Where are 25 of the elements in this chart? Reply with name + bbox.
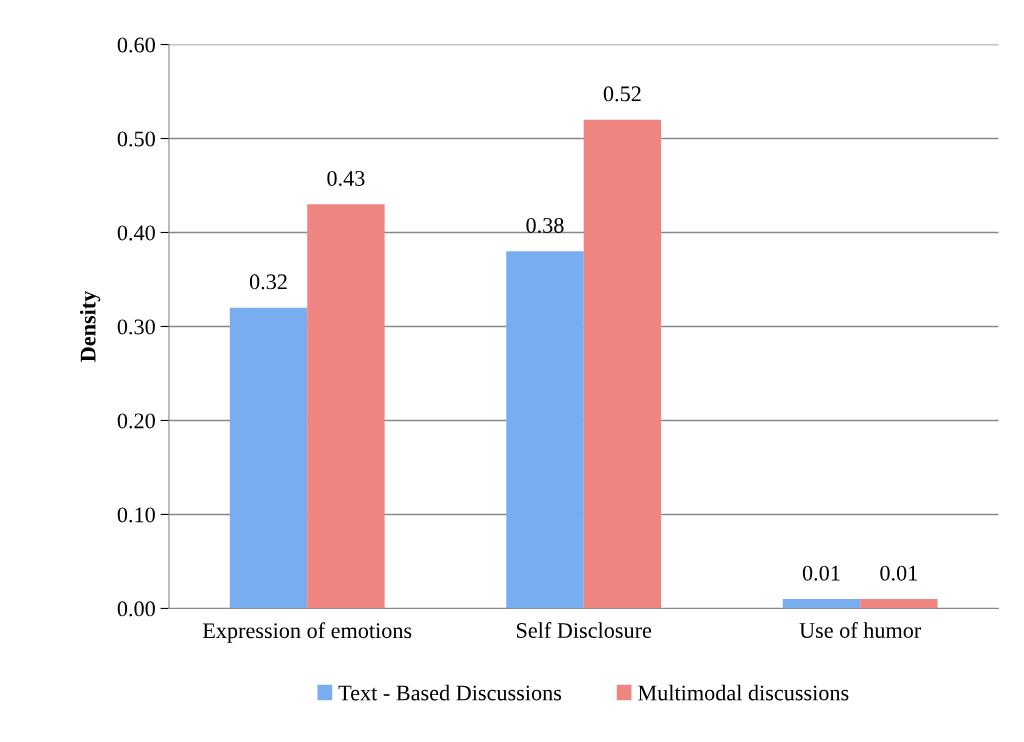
- y-tick-label: 0.10: [117, 507, 155, 523]
- legend-label: Multimodal discussions: [638, 684, 849, 701]
- data-label: 0.32: [249, 274, 287, 290]
- bar: [782, 599, 861, 609]
- x-tick-label: Use of humor: [799, 622, 922, 638]
- x-tick-label: Expression of emotions: [202, 622, 412, 643]
- data-label: 0.38: [526, 217, 564, 233]
- legend-label: Text - Based Discussions: [338, 684, 562, 701]
- y-axis-title: Density: [79, 290, 101, 362]
- bar: [307, 204, 385, 609]
- bar: [506, 251, 584, 609]
- y-tick-label: 0.20: [117, 413, 155, 429]
- y-tick-label: 0.50: [117, 131, 155, 147]
- data-label: 0.01: [802, 565, 840, 581]
- bar: [583, 119, 662, 609]
- y-tick-label: 0.00: [117, 601, 155, 617]
- y-tick-label: 0.60: [117, 37, 155, 53]
- y-tick-label: 0.40: [117, 225, 155, 241]
- y-tick-label: 0.30: [117, 319, 155, 335]
- bar: [860, 599, 938, 609]
- x-tick-label: Self Disclosure: [516, 622, 652, 638]
- data-label: 0.43: [327, 170, 365, 186]
- bar: [229, 307, 308, 609]
- data-label: 0.52: [603, 86, 641, 102]
- data-label: 0.01: [880, 565, 917, 581]
